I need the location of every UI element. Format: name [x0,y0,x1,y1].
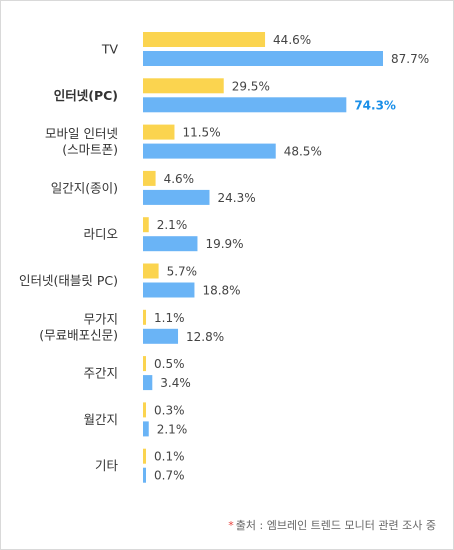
category-label: 무가지 (무료배포신문) [39,311,118,342]
category-label: 기타 [95,458,119,473]
category-label: TV [101,42,119,57]
category-label-line: TV [101,42,119,57]
data-label: 1.1% [154,311,185,325]
category-label: 인터넷(태블릿 PC) [19,273,118,288]
source-text: 출처 : 엠브레인 트렌드 모니터 관련 조사 중 [235,519,436,532]
bar [143,51,383,66]
category-label-line: 인터넷(PC) [54,88,118,103]
bar [143,124,175,140]
category-label: 모바일 인터넷 (스마트폰) [45,126,118,157]
category-label-line: 무가지 [83,311,118,326]
bar [143,467,146,483]
category-label-line: (스마트폰) [62,142,118,157]
category-label: 일간지(종이) [51,180,118,195]
source-marker: * [228,519,234,532]
data-label: 0.1% [154,450,185,464]
data-label: 18.8% [202,284,240,298]
data-label: 11.5% [182,126,220,140]
bar [143,375,153,391]
data-label: 0.3% [154,403,185,417]
category-label: 월간지 [83,412,118,427]
data-label: 3.4% [160,376,191,390]
data-label: 48.5% [284,145,322,159]
category-label-line: 인터넷(태블릿 PC) [19,273,118,288]
category-label-line: 월간지 [83,412,118,427]
data-label: 74.3% [354,98,396,112]
bar [143,32,266,47]
category-label-line: 기타 [95,458,119,473]
bar [143,421,149,437]
data-label: 2.1% [157,422,188,436]
source-note: * 출처 : 엠브레인 트렌드 모니터 관련 조사 중 [228,517,436,533]
data-label: 4.6% [164,172,195,186]
category-label: 라디오 [83,227,118,242]
data-label: 2.1% [157,218,188,232]
bar [143,282,195,298]
bar [143,170,156,186]
data-label: 24.3% [217,191,255,205]
category-label: 주간지 [83,366,118,381]
bar [143,309,147,325]
data-label: 19.9% [205,237,243,251]
category-label-line: 주간지 [83,366,118,381]
bar [143,263,159,279]
category-label-line: (무료배포신문) [39,327,118,342]
data-label: 5.7% [167,265,198,279]
data-label: 0.5% [154,357,185,371]
bar [143,402,146,418]
data-label: 12.8% [186,330,224,344]
bar [143,448,146,464]
bar [143,97,347,113]
category-label-line: 라디오 [83,227,118,242]
bar [143,356,146,372]
data-label: 29.5% [232,79,270,93]
data-label: 87.7% [391,52,429,66]
bar [143,143,276,159]
data-label: 44.6% [273,33,311,47]
bar [143,217,149,233]
category-label-line: 일간지(종이) [51,180,118,195]
bar [143,189,210,205]
bar [143,328,179,344]
bar [143,236,198,252]
category-label-line: 모바일 인터넷 [45,126,118,141]
data-label: 0.7% [154,469,185,483]
bar [143,78,224,94]
category-label: 인터넷(PC) [54,88,118,103]
